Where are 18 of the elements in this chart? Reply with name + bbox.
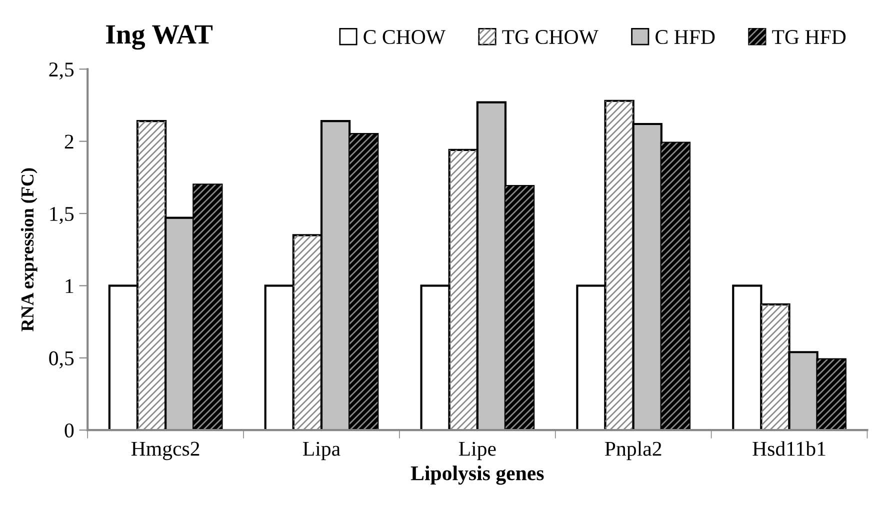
- y-tick-label: 1: [66, 279, 74, 293]
- y-tick-label: 0: [64, 423, 74, 438]
- x-tick-label: Hsd11b1: [752, 441, 826, 456]
- y-tick-label: 1,5: [50, 206, 74, 224]
- y-axis-title: RNA expression (FC): [20, 168, 38, 332]
- y-tick-label: 0,5: [49, 351, 74, 368]
- chart-title: Ing WAT: [106, 25, 213, 50]
- x-axis-title: Lipolysis genes: [410, 466, 544, 485]
- y-tick-label: 2,5: [49, 62, 74, 80]
- x-tick-label: Lipe: [458, 442, 496, 460]
- y-tick-label: 2: [64, 134, 74, 149]
- x-tick-label: Pnpla2: [605, 441, 662, 460]
- x-tick-label: Hmgcs2: [131, 442, 200, 460]
- legend-label: TG HFD: [772, 30, 846, 44]
- legend-label: TG CHOW: [502, 30, 598, 44]
- legend-label: C HFD: [656, 30, 715, 44]
- legend-label: C CHOW: [364, 30, 446, 44]
- x-tick-label: Lipa: [303, 442, 340, 460]
